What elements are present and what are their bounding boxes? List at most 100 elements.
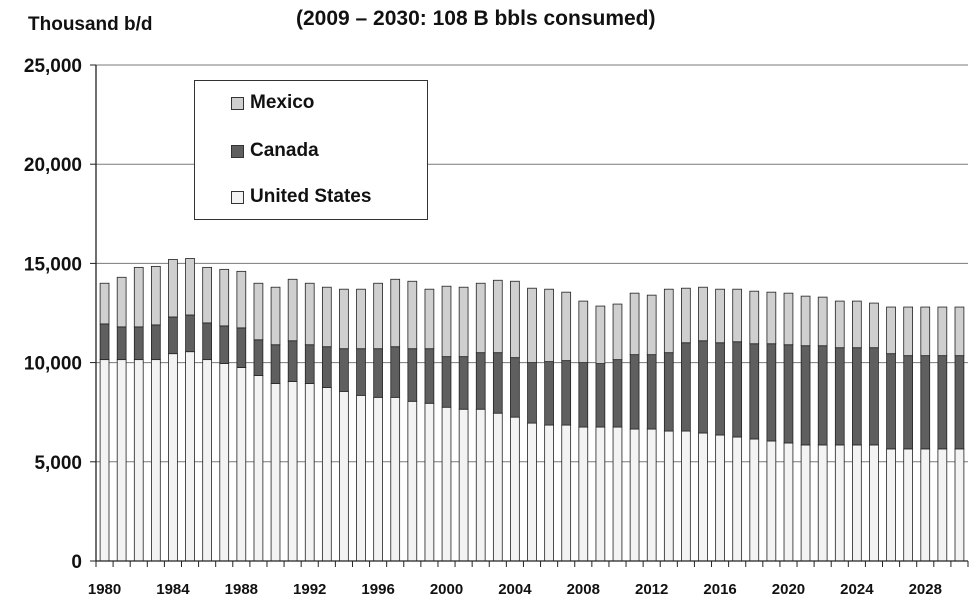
bar-canada	[304, 344, 315, 384]
bar-canada	[253, 339, 264, 376]
bar-canada	[492, 352, 503, 414]
legend-item-united-states: United States	[231, 185, 371, 209]
bar-canada	[168, 316, 178, 355]
bar-united-states	[715, 434, 725, 562]
bar-united-states	[544, 424, 554, 562]
bar-canada	[356, 348, 366, 396]
bar-canada	[458, 356, 469, 410]
bar-canada	[954, 355, 965, 450]
bar-canada	[595, 363, 606, 428]
bar-mexico	[339, 288, 349, 350]
bar-mexico	[390, 278, 401, 348]
bar-mexico	[869, 302, 879, 349]
bar-united-states	[732, 436, 743, 562]
bar-united-states	[612, 426, 623, 562]
bar-mexico	[612, 303, 623, 361]
bar-mexico	[356, 288, 366, 350]
bar-united-states	[441, 406, 452, 562]
x-tick-label: 2012	[635, 581, 668, 598]
bar-united-states	[458, 408, 469, 562]
bar-mexico	[304, 282, 315, 346]
bar-united-states	[219, 363, 230, 562]
bar-united-states	[800, 444, 811, 562]
bar-canada	[715, 342, 725, 436]
bar-canada	[920, 355, 931, 450]
bar-mexico	[253, 282, 264, 341]
bar-united-states	[646, 428, 657, 562]
y-tick-label: 20,000	[24, 155, 82, 176]
bar-united-states	[424, 402, 435, 562]
bar-mexico	[544, 288, 554, 363]
bar-mexico	[578, 300, 589, 364]
bar-united-states	[339, 390, 349, 562]
bar-united-states	[749, 438, 760, 562]
bar-canada	[321, 346, 332, 388]
x-tick-label: 2024	[840, 581, 874, 598]
legend-item-canada: Canada	[231, 139, 319, 163]
bar-mexico	[629, 292, 640, 356]
bar-united-states	[236, 367, 247, 562]
bar-united-states	[321, 386, 332, 562]
bar-united-states	[304, 383, 315, 562]
bar-canada	[287, 340, 298, 382]
legend-swatch-mexico	[231, 96, 244, 110]
legend-label-united-states: United States	[250, 186, 372, 207]
bar-mexico	[681, 287, 691, 344]
bar-mexico	[185, 258, 195, 316]
bar-canada	[544, 361, 554, 426]
bar-mexico	[920, 306, 931, 357]
legend-label-mexico: Mexico	[250, 92, 315, 113]
bar-mexico	[954, 306, 965, 357]
bar-canada	[202, 322, 212, 361]
bar-mexico	[219, 268, 230, 327]
bar-united-states	[287, 381, 298, 562]
bar-mexico	[133, 266, 144, 328]
bar-mexico	[202, 266, 212, 324]
bar-canada	[663, 352, 674, 432]
bar-canada	[852, 347, 862, 446]
bar-mexico	[903, 306, 914, 357]
bar-united-states	[817, 444, 828, 562]
x-tick-label: 1984	[156, 581, 190, 598]
bar-united-states	[681, 430, 691, 562]
bar-united-states	[99, 359, 110, 562]
bar-united-states	[852, 444, 862, 562]
bar-united-states	[698, 432, 708, 562]
bar-united-states	[202, 359, 212, 562]
bar-canada	[698, 340, 708, 434]
y-tick-label: 5,000	[34, 453, 82, 474]
bar-united-states	[834, 444, 845, 562]
x-tick-label: 2000	[430, 581, 463, 598]
bar-united-states	[270, 383, 281, 562]
bar-canada	[681, 342, 691, 432]
bar-mexico	[800, 295, 811, 347]
x-tick-label: 2004	[498, 581, 532, 598]
bar-united-states	[133, 359, 144, 562]
bar-canada	[561, 360, 572, 426]
x-tick-label: 1988	[225, 581, 258, 598]
legend-swatch-canada	[231, 144, 244, 158]
bar-canada	[732, 341, 743, 438]
bar-mexico	[561, 291, 572, 362]
bar-mexico	[373, 282, 383, 350]
bar-united-states	[475, 408, 486, 562]
bar-united-states	[920, 448, 931, 562]
bar-united-states	[886, 448, 896, 562]
bar-canada	[185, 314, 195, 353]
bar-united-states	[390, 396, 401, 562]
y-tick-label: 15,000	[24, 254, 82, 275]
y-axis-title: Thousand b/d	[28, 14, 153, 35]
bar-canada	[407, 348, 418, 402]
x-tick-label: 2028	[909, 581, 942, 598]
bar-canada	[629, 354, 640, 430]
bar-canada	[646, 354, 657, 430]
bar-mexico	[475, 282, 486, 354]
bar-mexico	[321, 286, 332, 348]
bar-united-states	[492, 412, 503, 562]
bar-canada	[783, 344, 794, 444]
x-tick-label: 2016	[703, 581, 736, 598]
bar-canada	[527, 362, 537, 424]
bar-mexico	[236, 270, 247, 329]
bar-canada	[903, 355, 914, 450]
bar-mexico	[116, 276, 127, 328]
